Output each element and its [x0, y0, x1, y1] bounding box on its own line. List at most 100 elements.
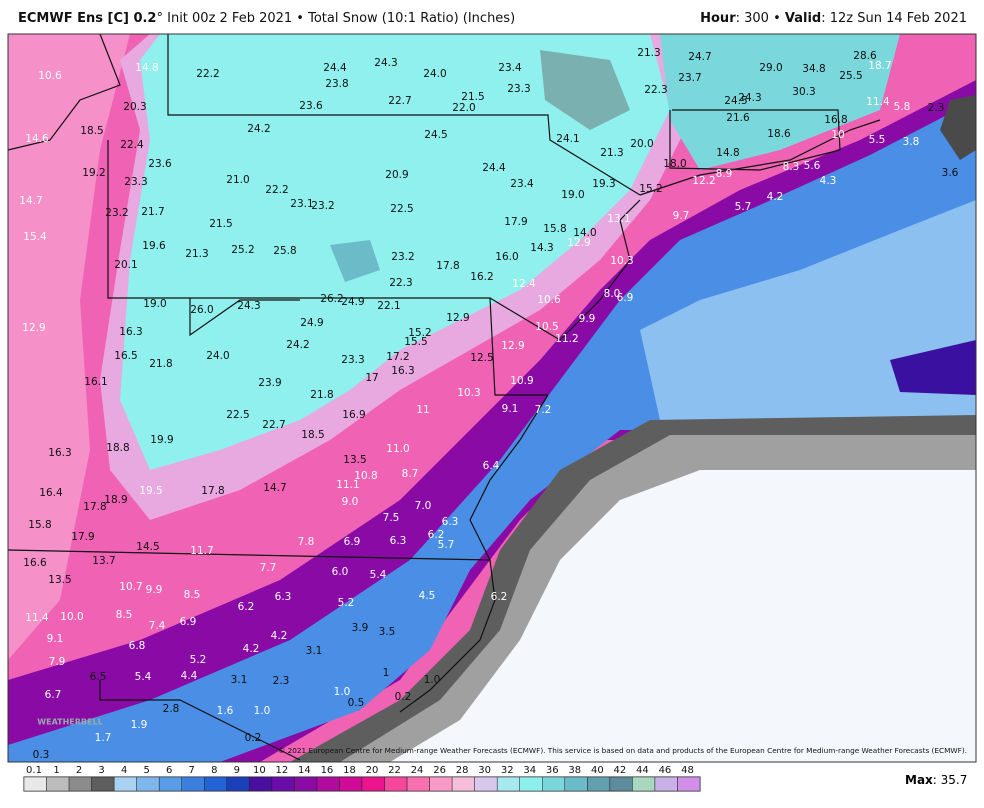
snow-amount-label: 19.9: [150, 434, 173, 446]
snow-amount-label: 24.3: [237, 300, 260, 312]
snow-amount-label: 23.2: [391, 251, 414, 263]
color-swatch: [519, 776, 543, 792]
snow-amount-label: 5.2: [338, 597, 355, 609]
title-rest: ° Init 00z 2 Feb 2021 • Total Snow (10:1…: [156, 11, 515, 26]
snow-amount-label: 23.6: [299, 100, 323, 112]
colorbar-label: 9: [234, 765, 240, 776]
snow-amount-label: 21.3: [600, 147, 623, 159]
snow-amount-label: 6.0: [332, 566, 349, 578]
snow-amount-label: 6.4: [483, 460, 500, 472]
color-swatch: [158, 776, 182, 792]
snow-amount-label: 21.3: [637, 47, 660, 59]
snow-amount-label: 25.5: [839, 70, 862, 82]
snow-amount-label: 23.3: [124, 176, 147, 188]
colorbar-label: 26: [433, 765, 446, 776]
snow-amount-label: 25.8: [273, 245, 296, 257]
colorbar-label: 16: [321, 765, 334, 776]
snow-amount-label: 24.0: [423, 68, 446, 80]
header-right: Hour: 300 • Valid: 12z Sun 14 Feb 2021: [700, 11, 967, 26]
snow-amount-label: 13.5: [48, 574, 71, 586]
snow-amount-label: 11: [416, 404, 429, 416]
logo: WEATHERBELL: [37, 718, 102, 727]
color-swatch: [654, 776, 678, 792]
snow-amount-label: 34.8: [802, 63, 825, 75]
snow-amount-label: 2.8: [163, 703, 180, 715]
snow-amount-label: 6.9: [344, 536, 361, 548]
snow-amount-label: 22.1: [377, 300, 400, 312]
snow-amount-label: 20.9: [385, 169, 408, 181]
snow-amount-label: 24.1: [556, 133, 579, 145]
colorbar-label: 4: [121, 765, 127, 776]
color-swatch: [542, 776, 566, 792]
snow-field: [8, 34, 976, 762]
snow-amount-label: 14.0: [573, 227, 596, 239]
snow-amount-label: 12.5: [470, 352, 493, 364]
snow-amount-label: 14.5: [136, 541, 159, 553]
copyright: © 2021 European Centre for Medium-range …: [278, 746, 967, 755]
snow-amount-label: 7.9: [49, 656, 66, 668]
snow-amount-label: 16.6: [23, 557, 47, 569]
snow-amount-label: 8.9: [716, 168, 733, 180]
snow-amount-label: 6.3: [390, 535, 407, 547]
snow-amount-label: 19.6: [142, 240, 166, 252]
colorbar-label: 42: [613, 765, 626, 776]
snow-amount-label: 11.4: [866, 96, 890, 108]
color-swatch: [23, 776, 47, 792]
snow-amount-label: 16.3: [119, 326, 142, 338]
snow-amount-label: 23.2: [105, 207, 128, 219]
snow-amount-label: 24.3: [738, 92, 761, 104]
color-swatch: [271, 776, 295, 792]
snow-amount-label: 9.9: [579, 313, 596, 325]
snow-amount-label: 23.4: [498, 62, 522, 74]
snow-amount-label: 18.6: [767, 128, 791, 140]
colorbar-label: 10: [253, 765, 266, 776]
snow-amount-label: 4.2: [243, 643, 260, 655]
snow-amount-label: 10.5: [535, 321, 558, 333]
snow-amount-label: 3.9: [352, 622, 369, 634]
snow-amount-label: 10.3: [610, 255, 633, 267]
snow-amount-label: 17.9: [504, 216, 527, 228]
snow-amount-label: 17.8: [436, 260, 459, 272]
color-swatch: [294, 776, 318, 792]
colorbar-label: 32: [501, 765, 514, 776]
snow-amount-label: 21.5: [461, 91, 484, 103]
snow-amount-label: 14.6: [25, 133, 49, 145]
snow-amount-label: 6.8: [129, 640, 146, 652]
snow-amount-label: 4.4: [181, 670, 198, 682]
snow-amount-label: 6.2: [491, 591, 508, 603]
colorbar-label: 48: [681, 765, 694, 776]
colorbar-label: 5: [143, 765, 149, 776]
snow-amount-label: 1.6: [217, 705, 234, 717]
snow-amount-label: 5.8: [894, 101, 911, 113]
snow-amount-label: 18.8: [106, 442, 129, 454]
snow-amount-label: 10.9: [510, 375, 533, 387]
color-swatch: [361, 776, 385, 792]
snow-amount-label: 13.5: [343, 454, 366, 466]
map-labels: 10.6 14.8 22.2 24.4 24.3 23.8 24.0 23.4 21.3 24.7…: [19, 47, 958, 761]
snow-amount-label: 24.5: [724, 95, 747, 107]
snow-amount-label: 19.0: [143, 298, 166, 310]
snow-amount-label: 15.2: [408, 327, 431, 339]
colorbar-label: 7: [189, 765, 195, 776]
snow-amount-label: 10.8: [354, 470, 377, 482]
color-swatch: [91, 776, 115, 792]
snow-amount-label: 2.3: [273, 675, 290, 687]
snow-amount-label: 3.1: [306, 645, 323, 657]
colorbar-label: 36: [546, 765, 559, 776]
colorbar-label: 8: [211, 765, 217, 776]
snow-amount-label: 0.2: [395, 691, 412, 703]
color-swatch: [226, 776, 250, 792]
color-swatch: [496, 776, 520, 792]
snow-amount-label: 18.0: [663, 158, 686, 170]
colorbar-label: 12: [275, 765, 288, 776]
snow-amount-label: 26.0: [190, 304, 213, 316]
snow-amount-label: 24.4: [482, 162, 506, 174]
snow-amount-label: 5.7: [438, 539, 455, 551]
snow-amount-label: 15.8: [28, 519, 51, 531]
colorbar-label: 40: [591, 765, 604, 776]
snow-amount-label: 15.2: [639, 183, 662, 195]
snow-amount-label: 15.5: [404, 336, 427, 348]
snow-amount-label: 6.5: [90, 671, 107, 683]
snow-amount-label: 6.7: [45, 689, 62, 701]
